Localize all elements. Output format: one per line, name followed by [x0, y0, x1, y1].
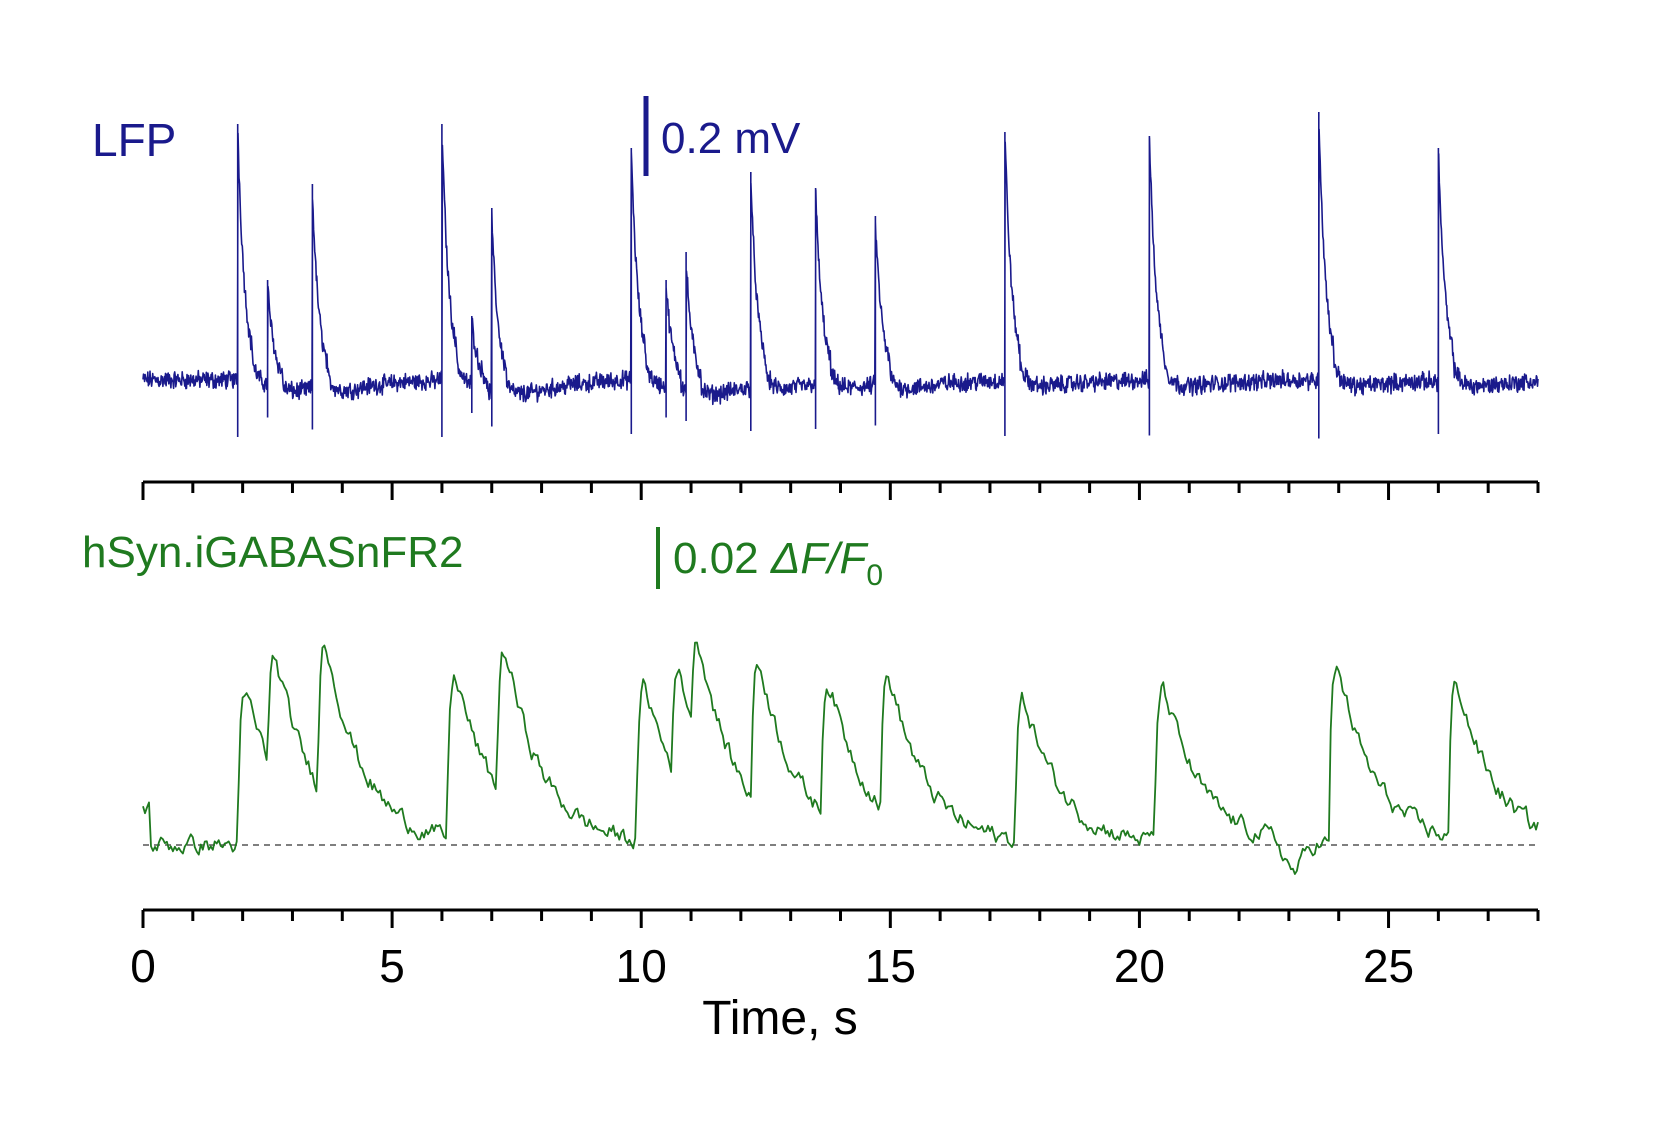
- fluorescence-label: hSyn.iGABASnFR2: [82, 528, 464, 577]
- scale-value-text: 0.02: [673, 534, 771, 583]
- bottom-x-axis: 0 5 10 15 20 25: [130, 908, 1540, 992]
- fluorescence-scale-bar-label: 0.02 ΔF/F0: [673, 534, 883, 592]
- tick-label-25: 25: [1363, 940, 1414, 992]
- top-x-axis: [141, 480, 1540, 500]
- tick-label-15: 15: [865, 940, 916, 992]
- tick-label-10: 10: [616, 940, 667, 992]
- subscript-zero: 0: [866, 559, 883, 592]
- fluorescence-trace-line: [142, 641, 1539, 875]
- x-axis-title: Time, s: [702, 992, 858, 1045]
- lfp-trace-line: [142, 112, 1539, 439]
- tick-label-20: 20: [1114, 940, 1165, 992]
- lfp-label: LFP: [92, 114, 176, 166]
- delta-f-text: ΔF/F: [770, 534, 869, 583]
- tick-label-5: 5: [379, 940, 405, 992]
- tick-label-0: 0: [130, 940, 156, 992]
- fluorescence-panel: hSyn.iGABASnFR2 0.02 ΔF/F0: [82, 527, 1539, 875]
- lfp-scale-bar-label: 0.2 mV: [661, 114, 801, 163]
- lfp-panel: LFP 0.2 mV: [92, 96, 1539, 439]
